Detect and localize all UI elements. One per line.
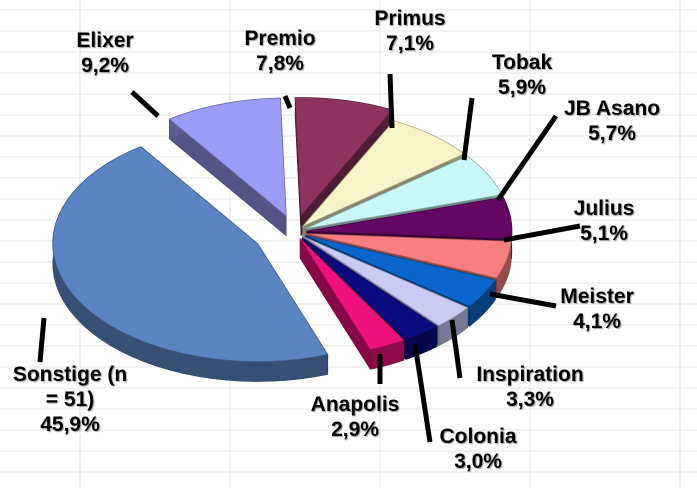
- leader-line: [449, 319, 463, 379]
- data-label: Sonstige (n = 51) 45,9%: [10, 362, 130, 437]
- value-label: 5,9%: [498, 76, 546, 99]
- value-label: 5,7%: [588, 122, 636, 145]
- slice: [303, 236, 469, 327]
- value-label: 5,1%: [580, 222, 628, 245]
- slice: [305, 155, 503, 230]
- category-label: Primus: [374, 7, 446, 30]
- leader-line: [495, 114, 559, 202]
- data-label: Colonia 3,0%: [440, 424, 517, 474]
- value-label: 45,9%: [40, 413, 100, 436]
- data-label: Julius 5,1%: [574, 196, 635, 246]
- data-label: Tobak 5,9%: [492, 50, 552, 100]
- category-label: Colonia: [439, 425, 517, 448]
- category-label: Inspiration: [476, 363, 584, 386]
- slice: [299, 238, 405, 350]
- data-label: Anapolis 2,9%: [311, 392, 400, 442]
- slice: [294, 97, 394, 217]
- value-label: 4,1%: [573, 310, 621, 333]
- leader-line: [412, 343, 433, 443]
- value-label: 3,3%: [506, 388, 554, 411]
- slice: [168, 97, 287, 217]
- slice: [305, 235, 497, 307]
- slice: [306, 233, 512, 279]
- leader-line: [130, 90, 160, 118]
- value-label: 7,1%: [386, 32, 434, 55]
- data-label: JB Asano 5,7%: [564, 96, 660, 146]
- category-label: Sonstige (n = 51): [12, 363, 128, 411]
- leader-line: [461, 97, 475, 161]
- data-label: Meister 4,1%: [560, 284, 634, 334]
- data-label: Premio 7,8%: [244, 26, 315, 76]
- slice: [52, 146, 329, 362]
- value-label: 3,0%: [454, 450, 502, 473]
- leader-line: [37, 317, 47, 363]
- data-label: Elixer 9,2%: [76, 28, 133, 78]
- category-label: Elixer: [76, 29, 134, 52]
- category-label: Anapolis: [310, 393, 400, 416]
- category-label: JB Asano: [563, 97, 661, 120]
- pie: [52, 97, 513, 382]
- data-label: Primus 7,1%: [374, 6, 445, 56]
- category-label: Tobak: [491, 51, 553, 74]
- leader-line: [503, 223, 581, 243]
- data-label: Inspiration 3,3%: [476, 362, 583, 412]
- category-label: Julius: [573, 197, 635, 220]
- slice: [306, 196, 513, 240]
- value-label: 9,2%: [81, 54, 129, 77]
- category-label: Meister: [560, 285, 634, 308]
- leader-line: [489, 291, 557, 309]
- leader-line: [387, 73, 395, 129]
- value-label: 7,8%: [256, 52, 304, 75]
- value-label: 2,9%: [331, 418, 379, 441]
- slice: [301, 237, 438, 341]
- leader-line: [282, 95, 293, 109]
- category-label: Premio: [244, 27, 316, 50]
- slice: [302, 120, 465, 227]
